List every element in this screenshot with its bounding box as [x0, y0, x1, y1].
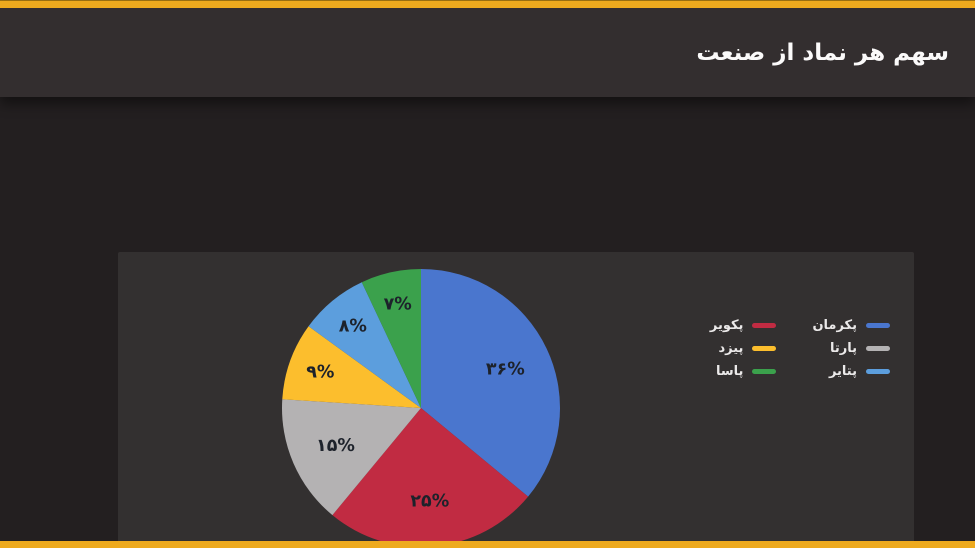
- pie-slice-label: ۸%: [339, 317, 367, 337]
- legend-swatch-icon: [866, 369, 890, 374]
- chart-panel: ۳۶% ۲۵% ۱۵% ۹% ۸% ۷% پکرمان پارتا پتایر پکویر پیز…: [118, 252, 914, 548]
- legend-column-2: پکویر پیزد پاسا: [710, 314, 777, 383]
- legend-label: پارتا: [829, 341, 857, 356]
- legend-item-پتایر[interactable]: پتایر: [812, 360, 890, 383]
- legend-item-پکرمان[interactable]: پکرمان: [812, 314, 890, 337]
- legend-swatch-icon: [866, 346, 890, 351]
- legend-label: پکرمان: [812, 318, 857, 333]
- pie-slice-پاسا[interactable]: [361, 269, 421, 408]
- pie-chart: ۳۶% ۲۵% ۱۵% ۹% ۸% ۷%: [281, 269, 560, 547]
- legend-label: پیزد: [718, 341, 744, 356]
- pie-slice-پیزد[interactable]: [282, 326, 421, 408]
- pie-slice-پکویر[interactable]: [332, 408, 529, 547]
- legend-swatch-icon: [866, 323, 890, 328]
- pie-slice-پکرمان[interactable]: [421, 269, 560, 497]
- content-area: ۳۶% ۲۵% ۱۵% ۹% ۸% ۷% پکرمان پارتا پتایر پکویر پیز…: [0, 97, 975, 548]
- pie-slice-label: ۲۵%: [410, 492, 449, 512]
- legend-item-پیزد[interactable]: پیزد: [710, 337, 777, 360]
- pie-slice-label: ۷%: [384, 295, 412, 315]
- legend-swatch-icon: [752, 346, 777, 351]
- legend-label: پاسا: [716, 364, 744, 379]
- pie-slice-پتایر[interactable]: [308, 282, 421, 408]
- top-accent-strip: [0, 0, 975, 8]
- pie-slice-label: ۳۶%: [486, 359, 525, 379]
- pie-slice-پارتا[interactable]: [281, 399, 421, 516]
- pie-slice-label: ۹%: [306, 363, 334, 383]
- legend-label: پکویر: [709, 318, 744, 333]
- pie-slice-label: ۱۵%: [316, 436, 355, 456]
- header: سهم هر نماد از صنعت: [0, 8, 975, 97]
- bottom-accent-strip: [0, 541, 975, 548]
- legend-item-پکویر[interactable]: پکویر: [710, 314, 777, 337]
- legend-item-پاسا[interactable]: پاسا: [710, 360, 777, 383]
- legend-swatch-icon: [752, 369, 777, 374]
- legend-swatch-icon: [752, 323, 777, 328]
- legend-item-پارتا[interactable]: پارتا: [812, 337, 890, 360]
- legend-label: پتایر: [828, 364, 857, 379]
- chart-legend: پکرمان پارتا پتایر پکویر پیزد پاسا: [710, 314, 890, 383]
- legend-column-1: پکرمان پارتا پتایر: [812, 314, 890, 383]
- page-title: سهم هر نماد از صنعت: [696, 39, 949, 66]
